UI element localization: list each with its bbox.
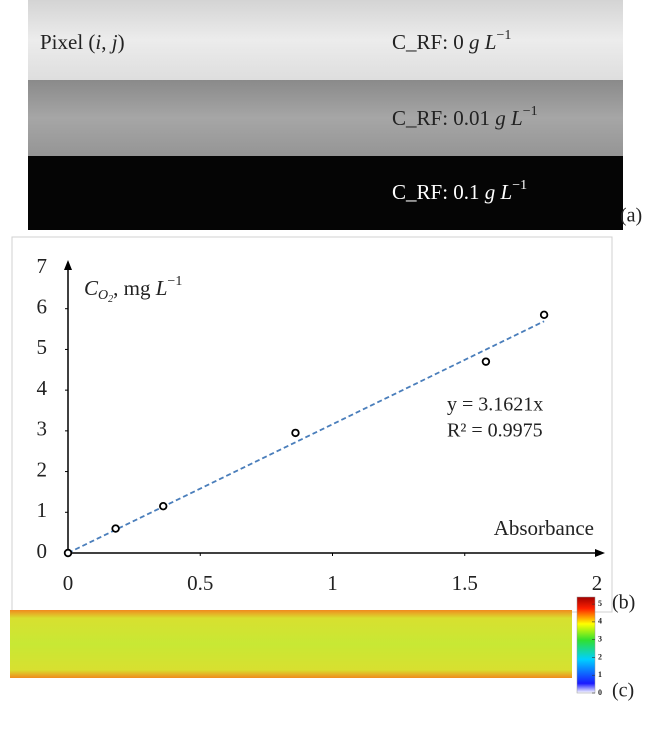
text-part: 2 (108, 294, 113, 305)
text-part: O (98, 288, 108, 303)
y-tick-label: 6 (37, 295, 48, 319)
trend-r2: R² = 0.9975 (447, 420, 543, 442)
text-part: g L (495, 106, 522, 130)
x-tick-label: 1 (327, 571, 338, 595)
text-part: C_RF: 0.1 (392, 180, 485, 204)
text-part: C_RF: 0.01 (392, 106, 495, 130)
text-part: j (109, 30, 118, 54)
text-part: −1 (512, 178, 527, 193)
point (63, 548, 73, 558)
x-tick-label: 0.5 (187, 571, 213, 595)
image-strip (28, 80, 623, 156)
image-strip (10, 610, 572, 678)
text-part: g L (469, 30, 496, 54)
x-axis-label: Absorbance (494, 516, 594, 540)
y-axis-label: CO2, mg L−1 (84, 274, 182, 305)
text-part: Pixel ( (40, 30, 95, 54)
text-part: C_RF: 0 (392, 30, 469, 54)
text-part: −1 (167, 274, 182, 289)
panel-label: (c) (612, 680, 634, 702)
text-part: C (84, 276, 99, 300)
image-strip (28, 0, 623, 80)
strip-label: C_RF: 0 g L−1 (392, 28, 511, 54)
colorbar (576, 596, 596, 694)
x-tick-label: 1.5 (452, 571, 478, 595)
colorbar-tick-label: 5 (598, 599, 602, 608)
point (539, 310, 549, 320)
y-tick-label: 7 (37, 254, 48, 278)
y-tick-label: 4 (37, 376, 48, 400)
x-tick-label: 0 (63, 571, 74, 595)
colorbar-tick-label: 2 (598, 652, 602, 661)
text-part: g L (485, 180, 512, 204)
text-part: i (95, 30, 101, 54)
y-tick-label: 0 (37, 539, 48, 563)
point (159, 501, 168, 511)
text-part: , mg (113, 276, 156, 300)
panel-label: (b) (612, 592, 635, 614)
y-tick-label: 1 (37, 498, 48, 522)
colorbar-tick-label: 3 (598, 634, 602, 643)
colorbar-tick-label: 0 (598, 688, 602, 697)
text-part: ) (118, 30, 125, 54)
y-tick-label: 2 (37, 457, 48, 481)
trend-equation: y = 3.1621x (447, 394, 543, 416)
pixel-label: Pixel (i, j) (40, 30, 125, 54)
trendline (67, 320, 545, 554)
point (111, 524, 120, 533)
strip-label: C_RF: 0.01 g L−1 (392, 104, 538, 130)
text-part: L (155, 276, 168, 300)
point (291, 428, 300, 438)
strip-label: C_RF: 0.1 g L−1 (392, 178, 527, 204)
text-part: , (101, 30, 112, 54)
point (481, 357, 491, 366)
text-part: −1 (523, 104, 538, 119)
panel-label: (a) (620, 205, 642, 227)
y-tick-label: 5 (37, 335, 48, 359)
x-tick-label: 2 (592, 571, 603, 595)
colorbar-tick-label: 4 (598, 617, 602, 626)
y-tick-label: 3 (37, 417, 48, 441)
colorbar-tick-label: 1 (598, 670, 602, 679)
image-strip (28, 156, 623, 230)
text-part: −1 (496, 28, 511, 43)
